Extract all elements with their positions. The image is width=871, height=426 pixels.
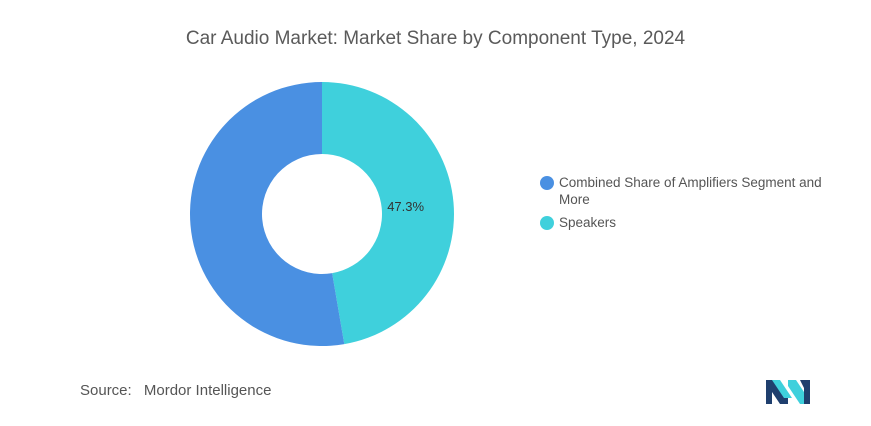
data-label-speakers: 47.3% bbox=[387, 199, 424, 214]
chart-title: Car Audio Market: Market Share by Compon… bbox=[185, 28, 686, 49]
legend: Combined Share of Amplifiers Segment and… bbox=[540, 174, 840, 237]
donut-chart: 47.3% bbox=[189, 82, 454, 346]
source-text: Mordor Intelligence bbox=[143, 382, 272, 399]
slice-speakers bbox=[322, 82, 454, 345]
source-label: Source: bbox=[80, 382, 132, 399]
legend-item: Speakers bbox=[540, 214, 840, 231]
legend-swatch-amplifiers bbox=[540, 176, 554, 190]
legend-item: Combined Share of Amplifiers Segment and… bbox=[540, 174, 840, 208]
source-note: Source: Mordor Intelligence bbox=[80, 382, 271, 399]
legend-label-amplifiers: Combined Share of Amplifiers Segment and… bbox=[559, 175, 822, 207]
legend-label-speakers: Speakers bbox=[559, 215, 617, 230]
mordor-intelligence-logo-icon bbox=[766, 380, 810, 404]
slice-amplifiers bbox=[189, 82, 345, 346]
legend-swatch-speakers bbox=[540, 216, 554, 230]
